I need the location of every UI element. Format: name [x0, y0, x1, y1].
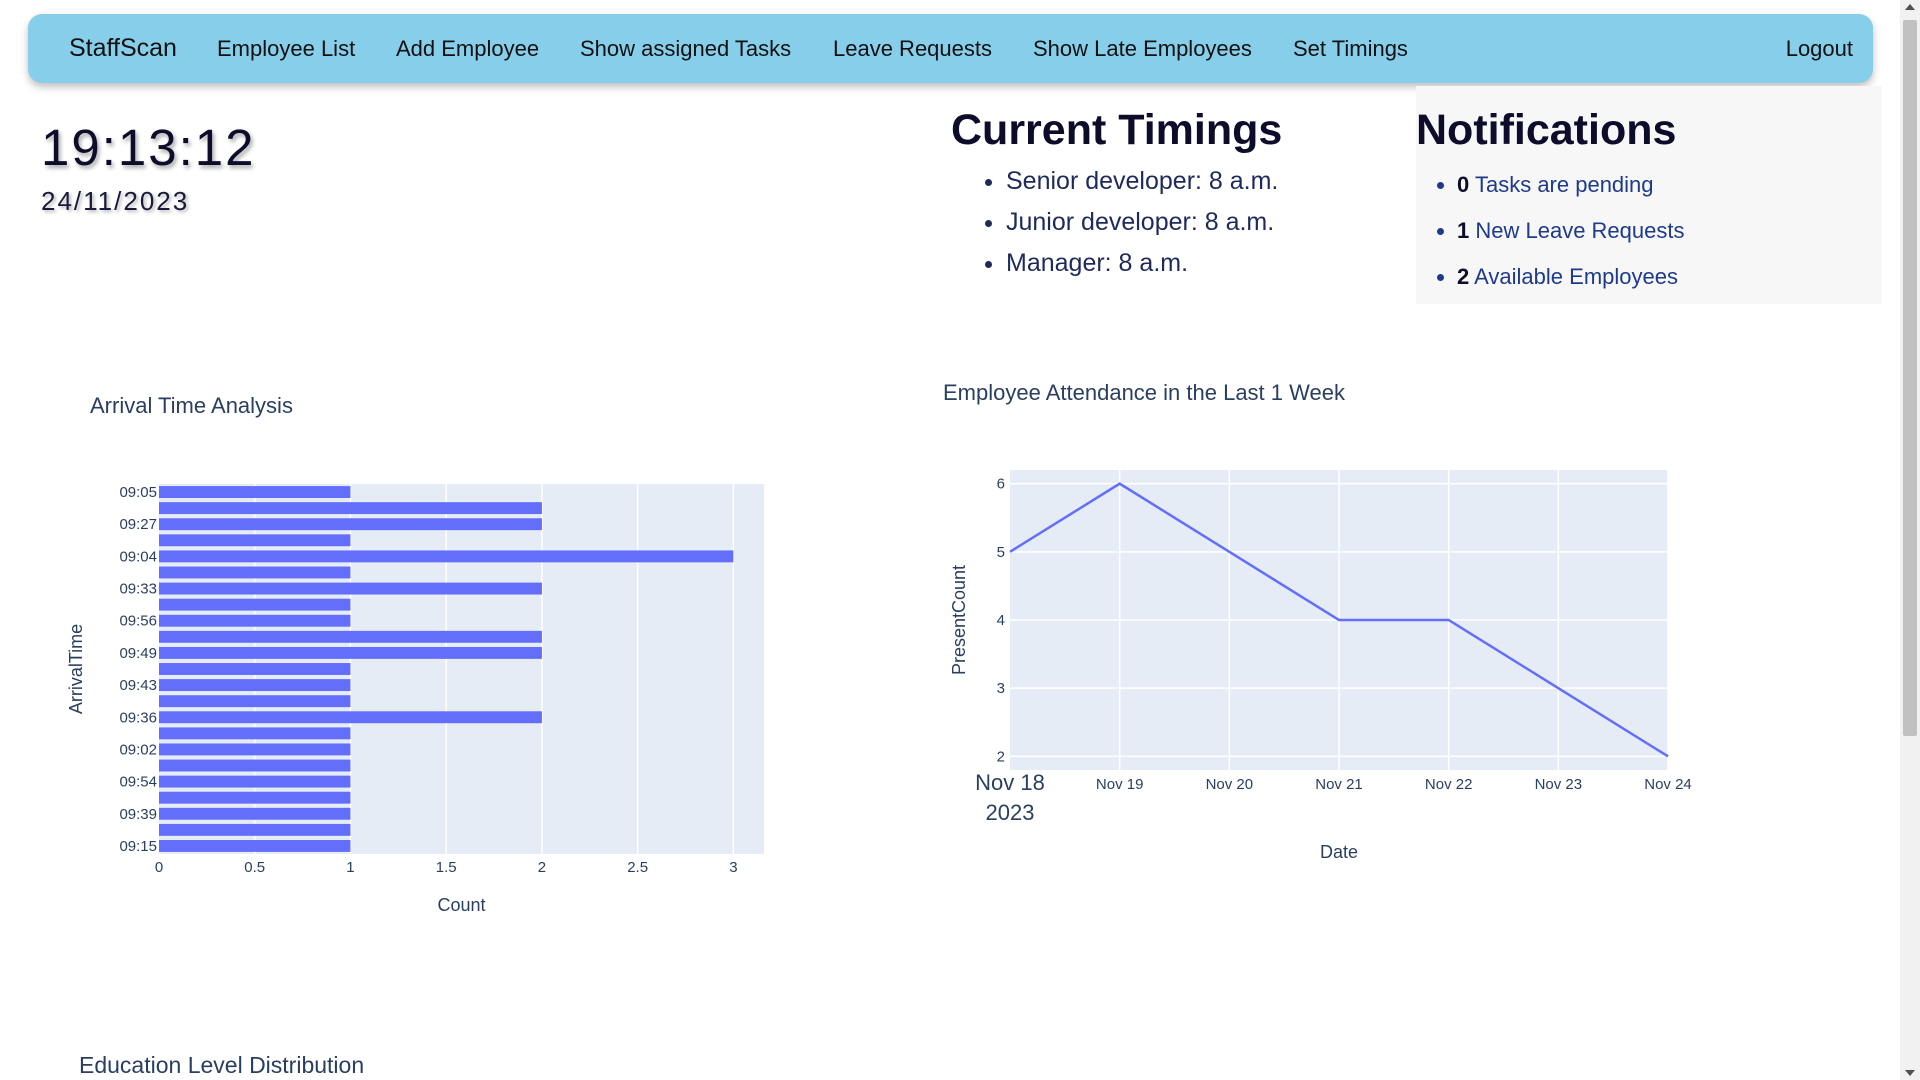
- bar: [159, 791, 351, 804]
- clock-time: 19:13:12: [41, 119, 256, 176]
- logout-link[interactable]: Logout: [1785, 36, 1853, 61]
- timing-item: Manager: 8 a.m.: [1006, 248, 1278, 289]
- y-tick-label: 09:02: [119, 741, 157, 758]
- notifications-panel: Notifications 0 Tasks are pending 1 New …: [1416, 86, 1882, 304]
- y-tick-label: 2: [997, 748, 1005, 765]
- page-scrollbar[interactable]: [1900, 0, 1920, 1080]
- bar: [159, 759, 351, 772]
- y-tick-label: 09:15: [119, 838, 157, 855]
- y-tick-label: 09:04: [119, 548, 157, 565]
- education-chart-title: Education Level Distribution: [79, 1052, 365, 1078]
- brand-link[interactable]: StaffScan: [69, 34, 177, 62]
- x-tick-label: 0.5: [244, 859, 265, 876]
- notification-text: Available Employees: [1469, 264, 1678, 289]
- x-tick-label: Nov 23: [1535, 776, 1583, 793]
- x-tick-year-label: 2023: [986, 800, 1035, 825]
- bar: [159, 743, 351, 756]
- nav-employee-list[interactable]: Employee List: [217, 36, 356, 61]
- arrival-time-chart: 0 0.5 1 1.5 2 2.5 3 09:05 09:27 09:04 09:33 09:56 09…: [66, 484, 764, 915]
- x-tick-label: Nov 22: [1425, 776, 1473, 793]
- notification-item[interactable]: 2 Available Employees: [1457, 263, 1684, 309]
- y-tick-label: 09:33: [119, 581, 157, 598]
- navbar: StaffScan Employee List Add Employee Sho…: [28, 14, 1873, 83]
- clock-date: 24/11/2023: [41, 186, 190, 216]
- y-tick-label: 09:39: [119, 806, 157, 823]
- x-axis-label: Count: [437, 895, 485, 915]
- nav-show-late-employees[interactable]: Show Late Employees: [1033, 36, 1252, 61]
- bar: [159, 679, 351, 692]
- x-tick-label: 1: [346, 859, 354, 876]
- bar: [159, 663, 351, 675]
- arrival-chart-title: Arrival Time Analysis: [90, 393, 293, 418]
- bar: [159, 486, 351, 498]
- x-tick-label: 2.5: [627, 859, 648, 876]
- bar: [159, 534, 351, 547]
- x-tick-label: Nov 20: [1206, 776, 1254, 793]
- notification-count: 0: [1457, 172, 1470, 197]
- nav-leave-requests[interactable]: Leave Requests: [833, 36, 992, 61]
- nav-set-timings[interactable]: Set Timings: [1293, 36, 1408, 61]
- y-tick-label: 09:56: [119, 613, 157, 630]
- notification-item[interactable]: 1 New Leave Requests: [1457, 217, 1684, 263]
- y-tick-label: 5: [997, 544, 1005, 561]
- x-tick-label: 2: [538, 859, 546, 876]
- scroll-up-icon[interactable]: [1905, 4, 1915, 10]
- timings-title: Current Timings: [951, 106, 1283, 154]
- bar: [159, 566, 351, 579]
- x-tick-label: Nov 18: [975, 770, 1045, 795]
- bar: [159, 598, 351, 611]
- x-tick-label: Nov 24: [1644, 776, 1692, 793]
- x-tick-label: 3: [729, 859, 737, 876]
- bar: [159, 727, 351, 740]
- notifications-title: Notifications: [1416, 106, 1677, 154]
- notification-count: 2: [1457, 264, 1470, 289]
- notification-count: 1: [1457, 218, 1470, 243]
- attendance-line-chart: 2 3 4 5 6 Nov 18 2023 Nov 19 Nov 20 Nov 21 Nov 22 N…: [949, 470, 1692, 862]
- y-axis-label: ArrivalTime: [66, 624, 86, 714]
- scroll-down-icon[interactable]: [1905, 1070, 1915, 1076]
- notification-item[interactable]: 0 Tasks are pending: [1457, 171, 1684, 217]
- y-tick-label: 09:43: [119, 677, 157, 694]
- bar: [159, 502, 542, 515]
- scroll-thumb[interactable]: [1903, 20, 1917, 736]
- nav-add-employee[interactable]: Add Employee: [396, 36, 540, 61]
- notifications-list: 0 Tasks are pending 1 New Leave Requests…: [1439, 171, 1684, 309]
- bar: [159, 840, 351, 852]
- x-tick-label: Nov 19: [1096, 776, 1144, 793]
- timing-item: Senior developer: 8 a.m.: [1006, 166, 1278, 207]
- attendance-chart-title: Employee Attendance in the Last 1 Week: [943, 380, 1345, 405]
- y-tick-label: 09:05: [119, 484, 157, 501]
- x-tick-label: 0: [155, 859, 163, 876]
- x-axis-label: Date: [1320, 842, 1358, 862]
- y-axis-label: PresentCount: [949, 565, 969, 675]
- notification-text: New Leave Requests: [1469, 218, 1685, 243]
- bar: [159, 582, 542, 595]
- y-tick-label: 6: [997, 476, 1005, 493]
- bar: [159, 711, 542, 724]
- timing-item: Junior developer: 8 a.m.: [1006, 207, 1278, 248]
- bar: [159, 807, 351, 820]
- notification-text: Tasks are pending: [1469, 172, 1654, 197]
- bar: [159, 646, 542, 659]
- y-tick-label: 09:27: [119, 516, 157, 533]
- bar: [159, 775, 351, 788]
- timings-list: Senior developer: 8 a.m. Junior develope…: [981, 166, 1278, 289]
- bar: [159, 823, 351, 836]
- y-tick-label: 09:49: [119, 645, 157, 662]
- attendance-series-line: [1009, 482, 1669, 758]
- x-tick-label: 1.5: [436, 859, 457, 876]
- y-tick-label: 09:36: [119, 709, 157, 726]
- bar: [159, 695, 351, 708]
- bar: [159, 518, 542, 531]
- nav-show-assigned-tasks[interactable]: Show assigned Tasks: [580, 36, 792, 61]
- x-tick-label: Nov 21: [1315, 776, 1363, 793]
- bar: [159, 550, 734, 563]
- y-tick-label: 09:54: [119, 774, 157, 791]
- bar: [159, 630, 542, 643]
- bar: [159, 614, 351, 627]
- y-tick-label: 4: [997, 612, 1005, 629]
- y-tick-label: 3: [997, 680, 1005, 697]
